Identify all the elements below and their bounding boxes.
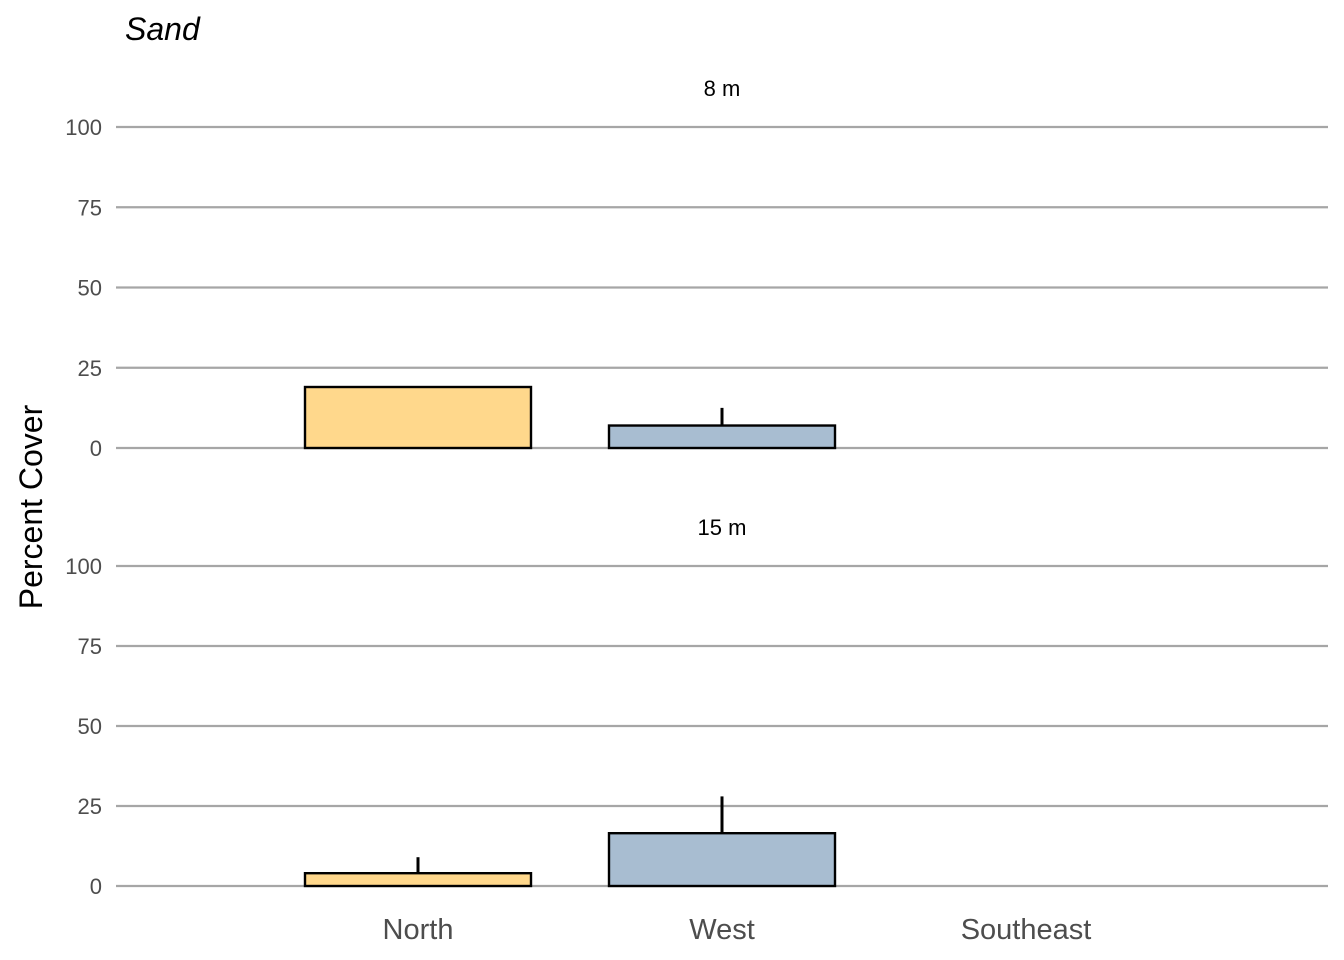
bar xyxy=(303,385,533,450)
x-tick-label: Southeast xyxy=(961,914,1092,946)
facet-panels: 8 m 0 25 50 75 100 15 m 0 25 50 75 100 xyxy=(65,76,1328,899)
y-tick-label: 25 xyxy=(78,794,102,819)
x-tick-label: West xyxy=(689,914,755,946)
bar xyxy=(303,872,533,888)
chart-title: Sand xyxy=(125,11,201,47)
panel-0: 8 m 0 25 50 75 100 xyxy=(65,76,1328,461)
y-axis-label: Percent Cover xyxy=(13,404,49,609)
y-tick-label: 50 xyxy=(78,276,102,301)
x-axis-ticks: North West Southeast xyxy=(383,914,1092,946)
bar xyxy=(607,424,837,450)
panel-label: 8 m xyxy=(704,76,741,101)
y-tick-label: 75 xyxy=(78,634,102,659)
y-tick-label: 0 xyxy=(90,874,102,899)
y-tick-label: 25 xyxy=(78,356,102,381)
y-tick-label: 0 xyxy=(90,436,102,461)
bar xyxy=(607,832,837,888)
y-tick-label: 75 xyxy=(78,195,102,220)
y-tick-label: 100 xyxy=(65,115,102,140)
x-tick-label: North xyxy=(383,914,454,946)
panel-label: 15 m xyxy=(698,515,747,540)
panel-1: 15 m 0 25 50 75 100 xyxy=(65,515,1328,899)
y-tick-label: 50 xyxy=(78,714,102,739)
y-tick-label: 100 xyxy=(65,554,102,579)
